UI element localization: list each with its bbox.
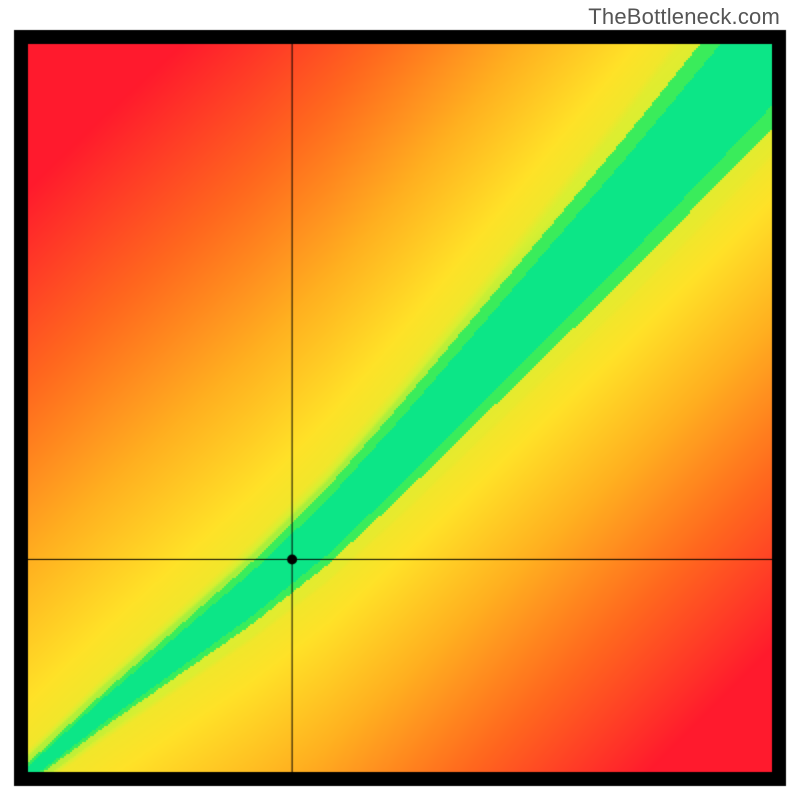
bottleneck-heatmap-canvas: [0, 0, 800, 800]
watermark-text: TheBottleneck.com: [588, 4, 780, 30]
chart-container: TheBottleneck.com: [0, 0, 800, 800]
